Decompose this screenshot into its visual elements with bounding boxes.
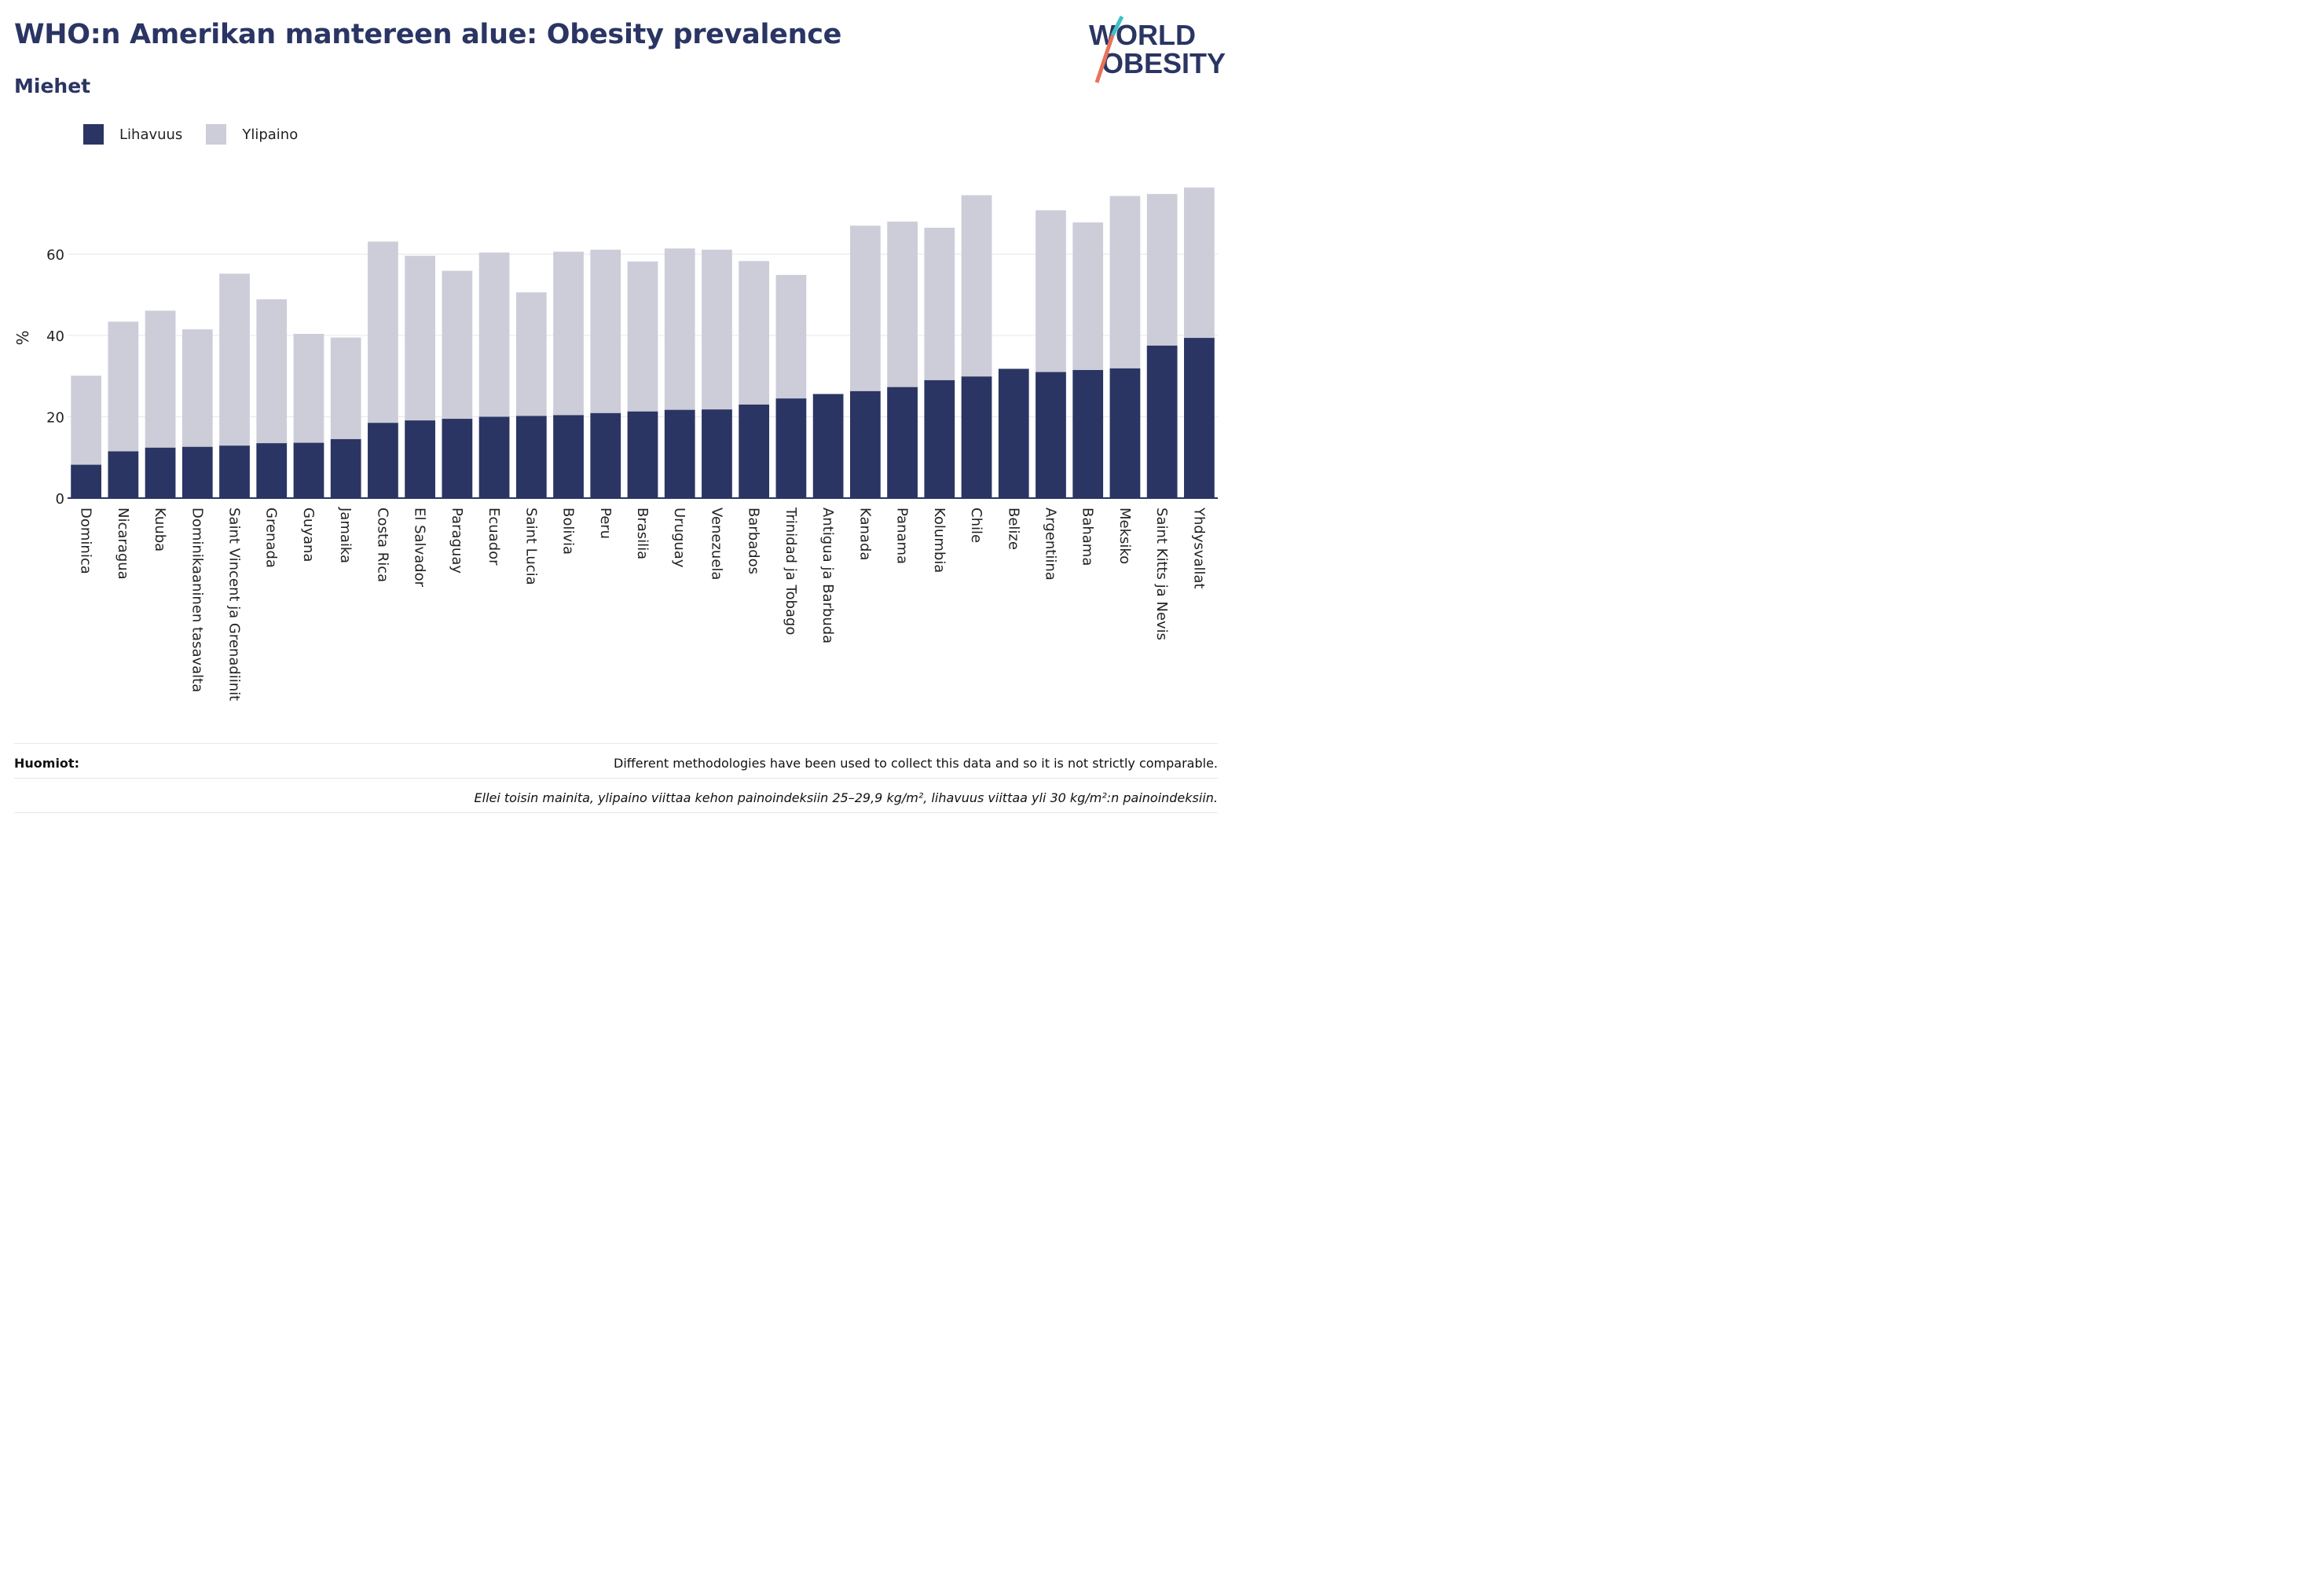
x-tick-label: Bolivia: [560, 508, 577, 555]
x-tick-label: Trinidad ja Tobago: [783, 507, 799, 635]
y-tick-label: 20: [46, 410, 64, 427]
logo-text-obesity: OBESITY: [1102, 47, 1226, 79]
x-tick-label: Saint Lucia: [522, 508, 539, 585]
x-tick-label: Barbados: [746, 508, 762, 574]
notes-label: Huomiot:: [14, 755, 79, 771]
x-tick-label: Ecuador: [486, 508, 502, 566]
x-tick-label: Saint Kitts ja Nevis: [1153, 508, 1170, 640]
y-axis-label: %: [13, 330, 32, 345]
bar-obesity: [1184, 338, 1215, 498]
bar-obesity: [961, 376, 992, 498]
y-tick-label: 60: [46, 247, 64, 264]
x-tick-label: Antigua ja Barbuda: [819, 508, 836, 643]
bar-obesity: [849, 390, 881, 498]
bar-obesity: [998, 368, 1029, 498]
chart-subtitle: Miehet: [14, 75, 91, 97]
bar-obesity: [145, 447, 176, 498]
footnote-text: Ellei toisin mainita, ylipaino viittaa k…: [474, 790, 1218, 805]
bar-obesity: [478, 416, 510, 498]
x-tick-label: Kolumbia: [931, 508, 948, 573]
chart-title: WHO:n Amerikan mantereen alue: Obesity p…: [14, 19, 842, 50]
bar-obesity: [924, 379, 955, 498]
x-tick-label: Uruguay: [671, 508, 687, 568]
x-tick-label: Kuuba: [152, 508, 168, 552]
bar-obesity: [1072, 369, 1104, 498]
bar-obesity: [1146, 345, 1178, 498]
y-tick-label: 40: [46, 328, 64, 345]
x-tick-label: Argentiina: [1042, 508, 1058, 581]
x-tick-label: Nicaragua: [115, 508, 131, 580]
footnote-row: Ellei toisin mainita, ylipaino viittaa k…: [14, 782, 1218, 813]
x-tick-label: Peru: [597, 508, 614, 539]
x-tick-label: Belize: [1005, 508, 1021, 550]
bar-obesity: [256, 443, 288, 498]
x-tick-label: Dominikaaninen tasavalta: [189, 508, 205, 692]
x-tick-label: El Salvador: [412, 508, 428, 588]
legend-label-obesity: Lihavuus: [119, 126, 183, 143]
logo-text-world: WORLD: [1089, 19, 1196, 51]
x-tick-label: Dominica: [78, 508, 94, 574]
bar-obesity: [887, 387, 918, 498]
x-tick-label: Costa Rica: [374, 508, 390, 582]
bar-obesity: [181, 446, 213, 498]
bar-obesity: [368, 423, 398, 498]
logo-slash-coral: [1094, 35, 1115, 83]
x-tick-label: Kanada: [856, 508, 873, 560]
bar-chart: 0 20 40 60% Dominica Nicaragua Kuuba Dominikaan…: [13, 187, 1218, 701]
bar-obesity: [293, 442, 324, 498]
bar-obesity: [108, 451, 139, 498]
y-tick-label: 0: [56, 491, 64, 508]
notes-divider-top: [14, 743, 1218, 744]
bar-obesity: [219, 445, 250, 498]
x-tick-label: Brasilia: [634, 508, 651, 559]
bar-obesity: [739, 404, 770, 498]
legend-label-overweight: Ylipaino: [242, 126, 299, 143]
x-tick-label: Chile: [968, 508, 984, 543]
legend-swatch-obesity: [83, 124, 104, 145]
bar-obesity: [1109, 368, 1141, 498]
x-tick-label: Venezuela: [708, 508, 724, 580]
bar-obesity: [664, 409, 695, 498]
notes-divider-middle: [14, 778, 1218, 779]
notes-row: Huomiot: Different methodologies have be…: [14, 747, 1218, 779]
bar-obesity: [812, 394, 844, 498]
bar-obesity: [515, 416, 547, 498]
notes-divider-bottom: [14, 812, 1218, 813]
bar-obesity: [775, 398, 807, 498]
x-tick-label: Bahama: [1080, 508, 1096, 566]
bar-obesity: [553, 415, 584, 498]
bar-obesity: [71, 464, 101, 498]
bar-obesity: [702, 409, 732, 498]
bar-obesity: [405, 420, 436, 498]
notes-text: Different methodologies have been used t…: [614, 755, 1218, 771]
x-tick-label: Jamaika: [337, 507, 354, 563]
x-tick-label: Yhdysvallat: [1190, 507, 1207, 589]
bar-obesity: [330, 438, 361, 498]
bar-obesity: [590, 412, 621, 498]
x-tick-label: Guyana: [300, 508, 317, 562]
legend-item-obesity[interactable]: Lihavuus: [83, 124, 182, 145]
bar-obesity: [442, 419, 473, 498]
x-tick-label: Meksiko: [1116, 508, 1133, 564]
x-tick-label: Paraguay: [449, 508, 465, 574]
legend-item-overweight[interactable]: Ylipaino: [206, 124, 298, 145]
logo-slash-teal: [1110, 15, 1124, 37]
x-tick-label: Panama: [894, 508, 911, 564]
legend: Lihavuus Ylipaino: [83, 124, 321, 145]
world-obesity-logo: WORLD OBESITY: [1089, 15, 1226, 83]
legend-swatch-overweight: [206, 124, 227, 145]
bar-obesity: [627, 411, 658, 498]
x-tick-label: Grenada: [263, 508, 280, 568]
bar-obesity: [1036, 372, 1066, 498]
x-tick-label: Saint Vincent ja Grenadiinit: [226, 508, 243, 701]
